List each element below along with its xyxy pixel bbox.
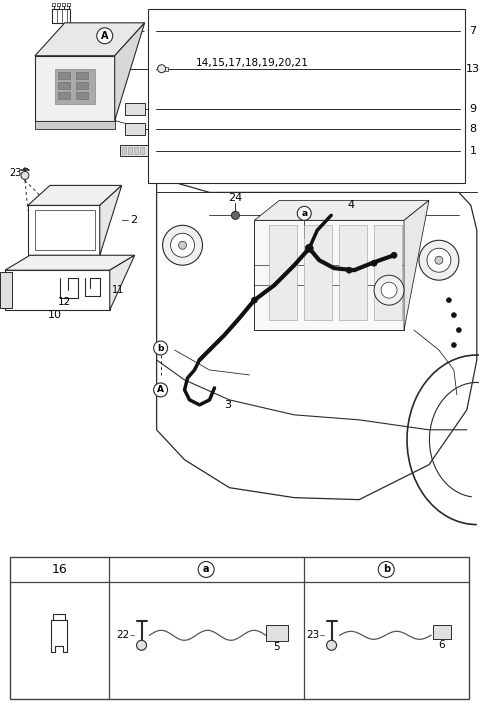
Text: 9: 9 [469, 103, 476, 113]
Circle shape [451, 343, 456, 348]
Circle shape [435, 256, 443, 264]
Polygon shape [28, 205, 100, 256]
Polygon shape [35, 23, 144, 56]
Circle shape [179, 241, 187, 249]
Circle shape [137, 640, 146, 650]
Polygon shape [254, 200, 429, 220]
Polygon shape [28, 185, 122, 205]
Polygon shape [35, 120, 115, 129]
Polygon shape [0, 272, 12, 308]
Bar [55, 69, 95, 103]
Circle shape [170, 234, 194, 257]
Text: b: b [383, 564, 390, 574]
Text: 11: 11 [112, 285, 124, 295]
Text: 4: 4 [348, 200, 355, 210]
Text: A: A [157, 385, 164, 394]
Circle shape [198, 561, 214, 578]
Polygon shape [115, 23, 144, 120]
Bar [58, 72, 70, 79]
Bar [120, 144, 148, 156]
Circle shape [446, 297, 451, 302]
Text: 3: 3 [224, 400, 231, 410]
Text: 1: 1 [469, 146, 476, 156]
Circle shape [305, 244, 313, 252]
Circle shape [163, 225, 203, 266]
Bar [433, 625, 451, 639]
Text: 10: 10 [48, 310, 62, 320]
Bar [140, 147, 144, 154]
Text: 14,15,17,18,19,20,21: 14,15,17,18,19,20,21 [196, 58, 309, 68]
Polygon shape [100, 185, 122, 256]
Text: 8: 8 [469, 124, 476, 134]
Circle shape [456, 328, 461, 333]
Circle shape [374, 275, 404, 305]
Bar [164, 67, 168, 71]
Circle shape [154, 341, 168, 355]
Bar [269, 225, 297, 320]
Text: a: a [301, 209, 307, 218]
Polygon shape [156, 171, 477, 500]
Polygon shape [404, 200, 429, 330]
Circle shape [378, 561, 394, 578]
Bar [76, 72, 88, 79]
Text: 23: 23 [306, 630, 320, 640]
Text: 12: 12 [58, 297, 72, 307]
Polygon shape [35, 56, 115, 120]
Polygon shape [115, 120, 144, 129]
Polygon shape [5, 256, 135, 270]
Bar [125, 103, 144, 115]
Circle shape [381, 282, 397, 298]
Circle shape [157, 64, 166, 73]
Circle shape [326, 640, 336, 650]
Bar [76, 81, 88, 88]
Circle shape [346, 267, 352, 273]
Bar [58, 81, 70, 88]
Bar [148, 9, 465, 183]
Circle shape [97, 28, 113, 44]
Polygon shape [5, 270, 110, 310]
Text: A: A [101, 30, 108, 41]
Circle shape [21, 171, 29, 179]
Text: 23: 23 [10, 169, 22, 178]
Circle shape [451, 313, 456, 318]
Text: 5: 5 [274, 642, 280, 652]
Text: 16: 16 [51, 563, 67, 576]
Polygon shape [35, 210, 95, 250]
Text: 24: 24 [228, 193, 242, 203]
Text: 13: 13 [466, 64, 480, 74]
Text: 2: 2 [130, 215, 137, 225]
Text: 7: 7 [469, 25, 476, 36]
Bar [374, 225, 402, 320]
Bar [58, 91, 70, 98]
Bar [10, 557, 469, 699]
Circle shape [371, 261, 377, 266]
Bar [266, 625, 288, 641]
Circle shape [252, 297, 257, 303]
Bar [133, 147, 138, 154]
Bar [304, 225, 332, 320]
Bar [76, 91, 88, 98]
Polygon shape [110, 256, 135, 310]
Bar [339, 225, 367, 320]
Circle shape [231, 212, 240, 219]
Bar [128, 147, 132, 154]
Bar [125, 122, 144, 135]
Circle shape [391, 252, 397, 258]
Bar [122, 147, 126, 154]
Circle shape [297, 206, 311, 220]
Text: b: b [157, 343, 164, 353]
Polygon shape [254, 220, 404, 330]
Text: a: a [203, 564, 209, 574]
Circle shape [154, 383, 168, 397]
Text: 22: 22 [116, 630, 130, 640]
Circle shape [427, 249, 451, 272]
Text: 6: 6 [439, 640, 445, 650]
Circle shape [419, 240, 459, 280]
